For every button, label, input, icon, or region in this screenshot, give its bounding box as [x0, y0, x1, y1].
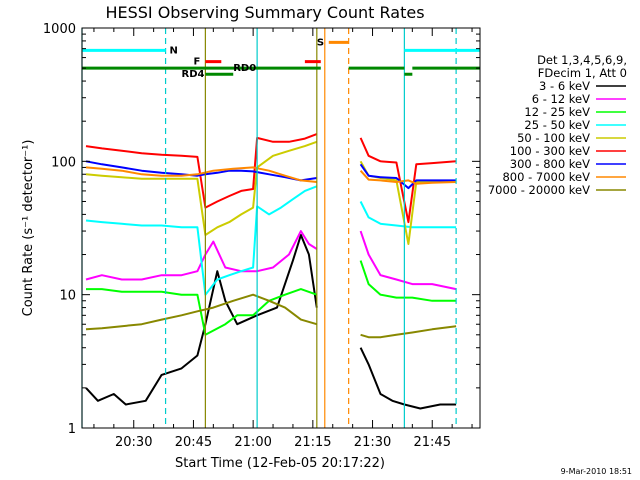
flag-label: N: [170, 45, 178, 56]
y-tick-label: 1: [68, 422, 76, 437]
series-line-4: [85, 140, 318, 236]
y-tick-label: 10: [59, 289, 76, 304]
legend-entry-3: 25 - 50 keV: [524, 118, 590, 132]
flag-label: RD4: [182, 69, 205, 80]
series-line-0: [359, 347, 457, 410]
flag-label: S: [317, 37, 324, 48]
series-line-3: [85, 185, 318, 296]
x-tick-label: 20:45: [175, 435, 212, 450]
series-line-7: [359, 170, 457, 185]
series-line-4: [359, 160, 457, 245]
y-tick-label: 1000: [43, 22, 76, 37]
marker-layer: [81, 28, 457, 428]
series-line-1: [359, 230, 457, 291]
footer-timestamp: 9-Mar-2010 18:51: [561, 467, 632, 476]
series-line-8: [360, 325, 457, 339]
series-line-3: [359, 201, 457, 229]
x-tick-label: 21:30: [354, 435, 391, 450]
series-line-1: [85, 230, 318, 281]
flag-label: F: [193, 57, 200, 68]
series-line-2: [359, 260, 457, 302]
legend-entry-4: 50 - 100 keV: [517, 131, 590, 145]
x-tick-label: 21:00: [234, 435, 271, 450]
y-axis-label: Count Rate (s⁻¹ detector⁻¹): [21, 140, 36, 317]
flag-label: RD0: [233, 63, 256, 74]
legend-entry-0: 3 - 6 keV: [539, 79, 590, 93]
y-tick-label: 100: [51, 155, 76, 170]
legend: Det 1,3,4,5,6,9,FDecim 1, Att 03 - 6 keV…: [488, 53, 627, 197]
legend-entry-6: 300 - 800 keV: [510, 157, 590, 171]
legend-entry-1: 6 - 12 keV: [532, 92, 590, 106]
series-layer: [85, 133, 457, 410]
legend-entry-8: 7000 - 20000 keV: [488, 183, 590, 197]
legend-entry-2: 12 - 25 keV: [524, 105, 590, 119]
series-line-5: [359, 137, 457, 224]
series-line-0: [85, 234, 318, 406]
plot-frame: [81, 27, 481, 429]
x-tick-label: 20:30: [115, 435, 152, 450]
x-tick-label: 21:45: [414, 435, 451, 450]
flag-layer: N S F RD0 RD4: [82, 37, 480, 80]
chart-title: HESSI Observing Summary Count Rates: [105, 3, 424, 22]
series-line-6: [85, 160, 317, 182]
legend-entry-5: 100 - 300 keV: [510, 144, 590, 158]
x-tick-label: 21:15: [294, 435, 331, 450]
series-line-6: [359, 163, 457, 190]
y-axis: 1 10 100 1000: [43, 22, 480, 437]
x-axis: 20:30 20:45 21:00 21:15 21:30 21:45: [93, 28, 473, 450]
legend-entry-7: 800 - 7000 keV: [502, 170, 590, 184]
legend-header: Det 1,3,4,5,6,9,: [537, 53, 627, 67]
series-line-5: [85, 133, 318, 209]
legend-header: FDecim 1, Att 0: [538, 66, 627, 80]
x-axis-label: Start Time (12-Feb-05 20:17:22): [175, 456, 385, 471]
series-line-2: [86, 288, 318, 336]
